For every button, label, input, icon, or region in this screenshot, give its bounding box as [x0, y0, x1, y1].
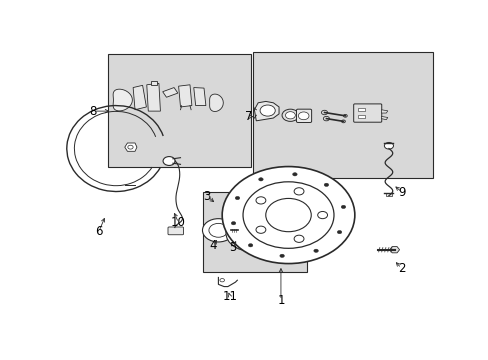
Text: 9: 9 [398, 186, 405, 199]
Bar [357, 108, 365, 111]
Circle shape [248, 244, 252, 247]
Circle shape [225, 215, 275, 251]
Polygon shape [124, 143, 137, 151]
Circle shape [343, 114, 346, 117]
Polygon shape [178, 85, 191, 107]
Circle shape [264, 231, 271, 235]
Circle shape [127, 145, 133, 149]
Polygon shape [151, 81, 156, 85]
Circle shape [260, 105, 275, 116]
Text: 6: 6 [95, 225, 102, 238]
Circle shape [282, 109, 298, 121]
Polygon shape [254, 102, 279, 121]
Circle shape [298, 112, 308, 120]
Circle shape [222, 167, 354, 264]
Circle shape [252, 218, 259, 223]
Text: 3: 3 [203, 190, 210, 203]
FancyBboxPatch shape [353, 104, 381, 122]
Circle shape [324, 183, 328, 186]
Polygon shape [113, 89, 132, 111]
Text: 1: 1 [277, 294, 284, 307]
Circle shape [293, 188, 304, 195]
Text: 7: 7 [244, 110, 252, 123]
Polygon shape [209, 94, 223, 112]
Bar [357, 115, 365, 118]
Circle shape [163, 157, 175, 166]
Circle shape [341, 120, 345, 123]
Circle shape [384, 143, 393, 149]
Circle shape [231, 221, 235, 225]
Circle shape [317, 211, 327, 219]
Circle shape [285, 112, 295, 119]
Circle shape [252, 243, 259, 248]
Circle shape [265, 198, 310, 232]
Circle shape [243, 182, 333, 248]
Polygon shape [381, 110, 387, 113]
FancyBboxPatch shape [296, 109, 311, 122]
Text: 5: 5 [229, 241, 236, 254]
Circle shape [232, 238, 239, 243]
Polygon shape [381, 116, 387, 120]
Text: 11: 11 [222, 289, 237, 302]
Circle shape [255, 197, 265, 204]
Text: 10: 10 [171, 216, 185, 229]
Circle shape [293, 235, 304, 242]
Circle shape [235, 229, 240, 232]
Circle shape [313, 249, 318, 252]
Circle shape [321, 110, 327, 115]
Circle shape [341, 205, 345, 208]
Circle shape [255, 226, 265, 233]
Polygon shape [163, 87, 178, 97]
Circle shape [292, 173, 297, 176]
Text: 4: 4 [209, 239, 217, 252]
Bar [203, 192, 307, 272]
Bar [108, 54, 250, 167]
Polygon shape [389, 247, 399, 253]
Circle shape [258, 178, 263, 181]
Circle shape [232, 223, 239, 228]
Text: 8: 8 [89, 105, 96, 118]
Circle shape [208, 223, 227, 237]
Circle shape [220, 279, 224, 282]
Circle shape [279, 254, 284, 257]
Circle shape [202, 219, 234, 242]
FancyBboxPatch shape [168, 227, 183, 235]
Bar [385, 193, 391, 196]
Polygon shape [193, 87, 205, 105]
Polygon shape [133, 85, 146, 110]
Circle shape [337, 230, 341, 234]
Bar [252, 51, 432, 177]
Circle shape [323, 116, 329, 121]
Circle shape [240, 225, 261, 241]
Text: 2: 2 [397, 262, 405, 275]
Circle shape [235, 196, 239, 200]
Polygon shape [146, 84, 160, 111]
